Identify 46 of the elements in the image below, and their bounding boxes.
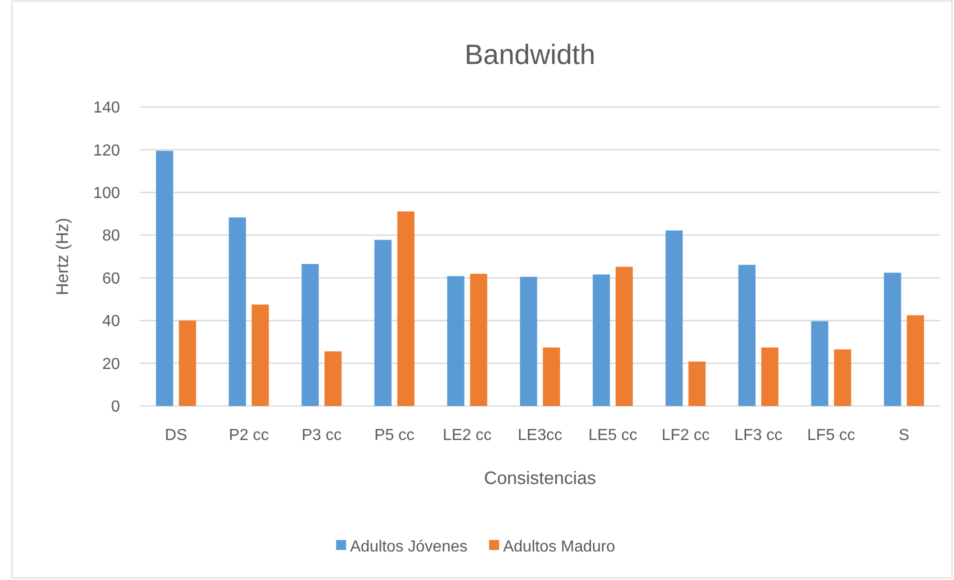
bar [470,274,488,406]
bar [156,150,174,406]
y-tick-label: 0 [111,398,120,416]
x-tick-label: P5 cc [374,427,414,444]
bar [616,266,633,406]
bar [884,272,902,406]
bar [228,217,246,406]
x-tick-label: LF3 cc [734,427,782,444]
bar [324,351,342,406]
bar [374,240,392,406]
legend-label: Adultos Maduro [503,538,616,556]
bar [302,264,319,406]
x-tick-label: S [898,427,910,444]
x-axis-title: Consistencias [484,468,596,488]
bar [811,321,828,406]
x-tick-label: LE2 cc [442,427,492,444]
y-tick-label: 40 [102,313,120,330]
bar [592,274,610,406]
x-tick-label: P2 cc [228,427,269,444]
bar [447,276,464,406]
x-tick-label: DS [164,427,188,444]
x-tick-label: LF5 cc [807,427,856,444]
bar [542,347,560,406]
bar [520,276,538,406]
y-tick-label: 100 [93,185,120,202]
bar [178,320,196,406]
y-tick-label: 20 [102,356,120,373]
y-axis-title: Hertz (Hz) [53,218,72,296]
x-tick-label: LE5 cc [588,427,638,444]
bar [397,211,414,406]
x-tick-label: LE3cc [518,427,562,444]
x-tick-label: LF2 cc [662,427,710,444]
y-tick-label: 60 [102,270,120,288]
bar [761,347,778,406]
legend-label: Adultos Jóvenes [350,538,468,556]
bar [252,304,269,406]
y-tick-label: 80 [102,228,120,245]
y-tick-label: 120 [93,142,120,160]
bar [738,264,756,406]
x-tick-label: P3 cc [302,427,342,444]
bar [666,230,683,406]
bar [834,349,852,406]
bar [906,315,924,406]
y-tick-label: 140 [93,100,120,117]
chart-title: Bandwidth [464,39,596,70]
bar [688,362,706,406]
